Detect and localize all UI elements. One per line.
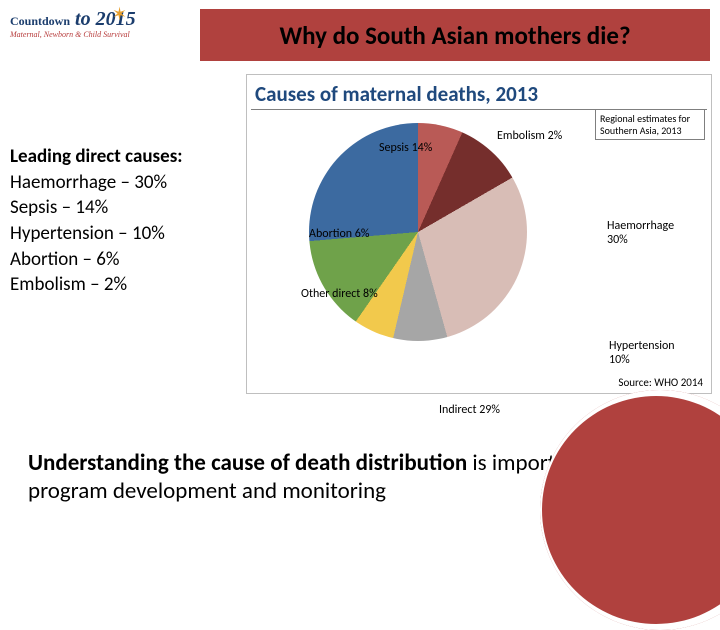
cause-item: Abortion – 6% bbox=[10, 247, 240, 273]
main-content: Leading direct causes: Haemorrhage – 30%… bbox=[0, 62, 720, 394]
page-title: Why do South Asian mothers die? bbox=[279, 20, 630, 51]
decorative-swoosh bbox=[540, 390, 720, 630]
pie-slice-label: Sepsis 14% bbox=[379, 141, 432, 155]
pie-slice-label: Abortion 6% bbox=[309, 227, 369, 241]
logo-text-prefix: Countdown bbox=[10, 14, 70, 28]
cause-item: Sepsis – 14% bbox=[10, 195, 240, 221]
logo-text-to: to bbox=[70, 8, 96, 30]
pie-slice-label: Haemorrhage30% bbox=[607, 219, 674, 247]
chart-title: Causes of maternal deaths, 2013 bbox=[251, 79, 707, 110]
pie-slice-label: Other direct 8% bbox=[301, 287, 378, 301]
countdown-logo: ✶ Countdown to 2015 Maternal, Newborn & … bbox=[10, 8, 190, 62]
pie-slice-label: Hypertension10% bbox=[609, 339, 675, 367]
cause-item: Haemorrhage – 30% bbox=[10, 170, 240, 196]
star-icon: ✶ bbox=[112, 4, 127, 25]
conclusion-bold: Understanding the cause of death distrib… bbox=[28, 449, 467, 477]
pie-slice-label: Indirect 29% bbox=[439, 403, 500, 417]
cause-item: Hypertension – 10% bbox=[10, 221, 240, 247]
logo-subtitle: Maternal, Newborn & Child Survival bbox=[10, 30, 190, 39]
chart-panel: Causes of maternal deaths, 2013 Regional… bbox=[246, 74, 712, 394]
chart-side-note: Regional estimates for Southern Asia, 20… bbox=[595, 109, 705, 140]
causes-heading: Leading direct causes: bbox=[10, 144, 240, 170]
pie-slice-label: Embolism 2% bbox=[497, 129, 562, 143]
title-band: Why do South Asian mothers die? bbox=[200, 9, 710, 61]
leading-causes-list: Leading direct causes: Haemorrhage – 30%… bbox=[10, 74, 240, 298]
chart-source: Source: WHO 2014 bbox=[618, 376, 703, 389]
header-row: ✶ Countdown to 2015 Maternal, Newborn & … bbox=[0, 0, 720, 62]
cause-item: Embolism – 2% bbox=[10, 272, 240, 298]
